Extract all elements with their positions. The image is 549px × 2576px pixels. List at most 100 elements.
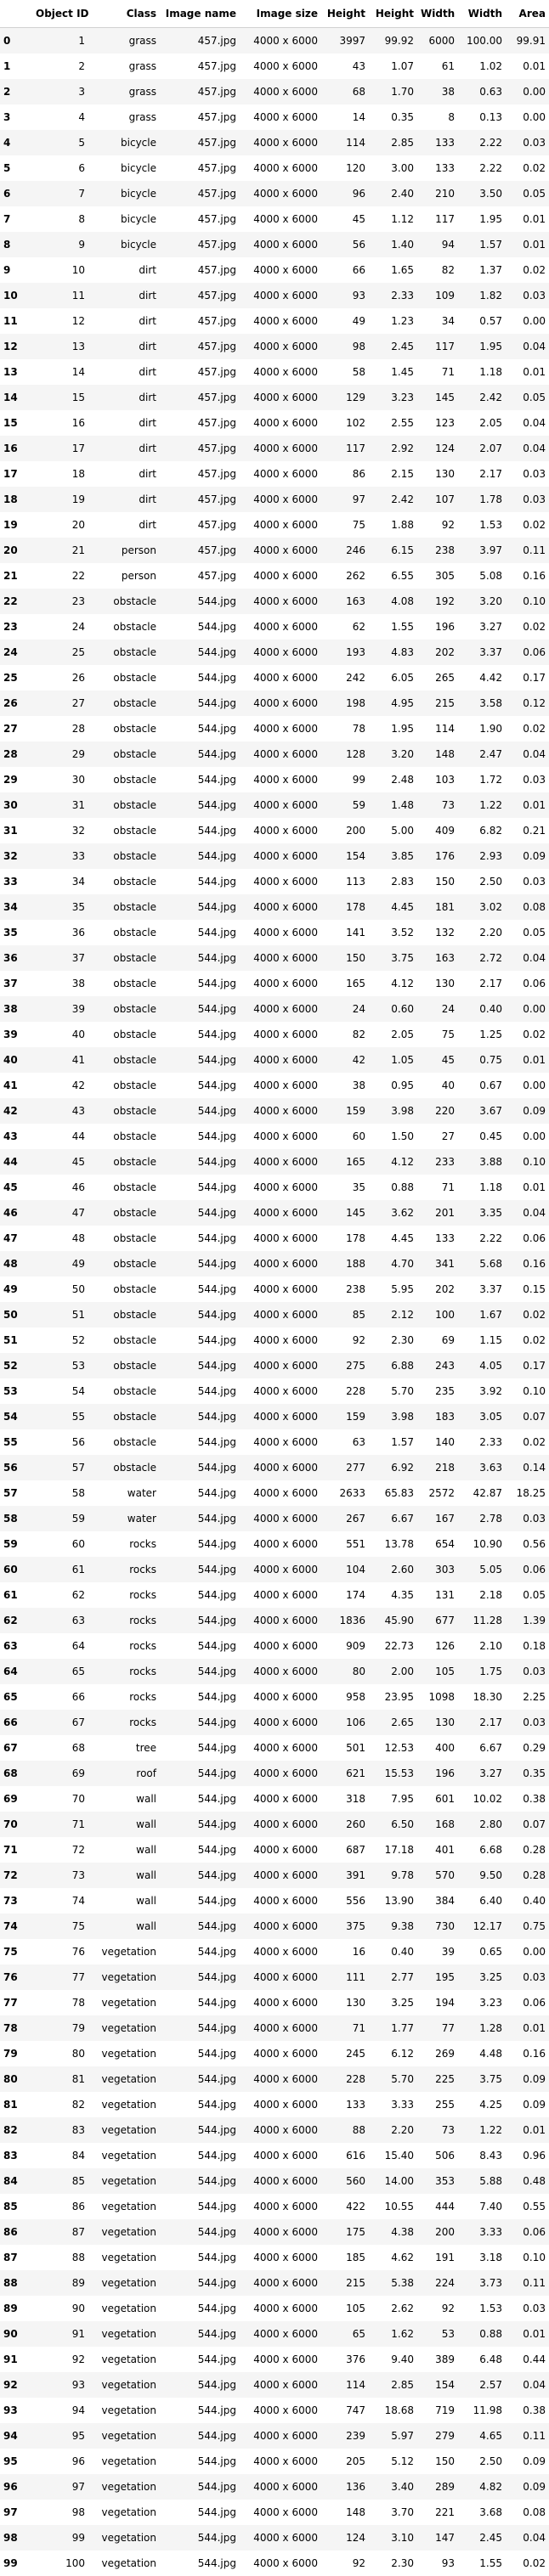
width-pct-cell: 4.25: [479, 2098, 502, 2111]
row-index: 12: [3, 340, 18, 352]
width-px-cell: 221: [435, 2506, 455, 2518]
class-cell: obstacle: [113, 1308, 156, 1321]
table-row: 15 16 dirt 457.jpg 4000 x 6000 102 2.55 123 2.05…: [0, 410, 549, 436]
object-id-cell: 96: [71, 2455, 85, 2467]
class-cell: dirt: [139, 289, 156, 302]
height-px-cell: 56: [352, 238, 365, 251]
height-px-cell: 238: [346, 1282, 365, 1295]
class-cell: obstacle: [113, 1410, 156, 1423]
height-px-cell: 85: [352, 1308, 365, 1321]
class-cell: bicycle: [121, 161, 156, 174]
width-px-cell: 150: [435, 875, 455, 888]
row-index: 11: [3, 314, 18, 327]
image-name-cell: 544.jpg: [197, 1435, 236, 1448]
image-name-cell: 544.jpg: [197, 2556, 236, 2569]
table-row: 91 92 vegetation 544.jpg 4000 x 6000 376 9.40 3…: [0, 2347, 549, 2372]
width-pct-cell: 2.20: [479, 926, 502, 939]
width-px-cell: 341: [435, 1257, 455, 1270]
height-pct-cell: 4.35: [391, 1588, 414, 1601]
image-size-cell: 4000 x 6000: [253, 416, 318, 429]
width-px-cell: 200: [435, 2225, 455, 2238]
area-cell: 0.75: [523, 1919, 546, 1932]
width-pct-cell: 1.53: [479, 518, 502, 531]
height-pct-cell: 4.12: [391, 1155, 414, 1168]
object-id-cell: 19: [71, 493, 85, 505]
area-cell: 0.28: [523, 1843, 546, 1856]
row-index: 30: [3, 798, 18, 811]
width-pct-cell: 11.28: [473, 1614, 502, 1626]
object-id-cell: 58: [71, 1486, 85, 1499]
width-pct-cell: 8.43: [479, 2149, 502, 2162]
image-name-cell: 544.jpg: [197, 671, 236, 684]
image-size-cell: 4000 x 6000: [253, 1002, 318, 1015]
row-index: 97: [3, 2506, 18, 2518]
object-id-cell: 4: [78, 110, 85, 123]
width-px-cell: 176: [435, 849, 455, 862]
table-row: 87 88 vegetation 544.jpg 4000 x 6000 185 4.62 1…: [0, 2245, 549, 2270]
image-size-cell: 4000 x 6000: [253, 2047, 318, 2060]
height-pct-cell: 5.12: [391, 2455, 414, 2467]
height-pct-cell: 45.90: [384, 1614, 414, 1626]
class-cell: dirt: [139, 493, 156, 505]
image-name-cell: 457.jpg: [197, 518, 236, 531]
object-id-cell: 35: [71, 900, 85, 913]
image-size-cell: 4000 x 6000: [253, 747, 318, 760]
height-pct-cell: 1.48: [391, 798, 414, 811]
row-index: 55: [3, 1435, 18, 1448]
class-cell: obstacle: [113, 1461, 156, 1474]
row-index: 40: [3, 1053, 18, 1066]
width-pct-cell: 18.30: [473, 1690, 502, 1703]
class-cell: vegetation: [101, 2404, 156, 2416]
class-cell: wall: [136, 1843, 156, 1856]
class-cell: vegetation: [101, 2506, 156, 2518]
width-px-cell: 191: [435, 2251, 455, 2263]
width-pct-cell: 1.78: [479, 493, 502, 505]
height-px-cell: 24: [352, 1002, 365, 1015]
image-size-cell: 4000 x 6000: [253, 1843, 318, 1856]
image-name-cell: 544.jpg: [197, 722, 236, 735]
height-pct-cell: 4.12: [391, 977, 414, 989]
table-row: 13 14 dirt 457.jpg 4000 x 6000 58 1.45 71 1.18 0.…: [0, 359, 549, 385]
area-cell: 0.16: [523, 569, 546, 582]
width-pct-cell: 3.18: [479, 2251, 502, 2263]
height-px-cell: 163: [346, 595, 365, 607]
area-cell: 0.09: [523, 2455, 546, 2467]
area-cell: 0.01: [523, 212, 546, 225]
width-pct-cell: 3.33: [479, 2225, 502, 2238]
height-px-cell: 178: [346, 1232, 365, 1244]
object-id-cell: 1: [78, 34, 85, 47]
image-name-cell: 544.jpg: [197, 1486, 236, 1499]
width-pct-cell: 3.35: [479, 1206, 502, 1219]
object-id-cell: 99: [71, 2531, 85, 2544]
width-pct-cell: 0.13: [479, 110, 502, 123]
width-pct-cell: 2.47: [479, 747, 502, 760]
area-cell: 0.09: [523, 2098, 546, 2111]
row-index: 45: [3, 1181, 18, 1193]
object-id-cell: 33: [71, 849, 85, 862]
image-size-cell: 4000 x 6000: [253, 2174, 318, 2187]
table-row: 2 3 grass 457.jpg 4000 x 6000 68 1.70 38 0.63 0.0…: [0, 78, 549, 104]
table-row: 94 95 vegetation 544.jpg 4000 x 6000 239 5.97 2…: [0, 2422, 549, 2449]
width-px-cell: 124: [435, 442, 455, 454]
table-row: 54 55 obstacle 544.jpg 4000 x 6000 159 3.98 183…: [0, 1403, 549, 1429]
table-row: 41 42 obstacle 544.jpg 4000 x 6000 38 0.95 40 0.…: [0, 1073, 549, 1098]
width-pct-cell: 1.72: [479, 773, 502, 786]
table-row: 80 81 vegetation 544.jpg 4000 x 6000 228 5.70 2…: [0, 2066, 549, 2092]
height-px-cell: 242: [346, 671, 365, 684]
object-id-cell: 76: [71, 1945, 85, 1958]
image-size-cell: 4000 x 6000: [253, 900, 318, 913]
width-pct-cell: 3.50: [479, 187, 502, 200]
image-name-cell: 457.jpg: [197, 263, 236, 276]
area-cell: 0.02: [523, 1333, 546, 1346]
table-row: 21 22 person 457.jpg 4000 x 6000 262 6.55 305 5.…: [0, 563, 549, 589]
row-index: 75: [3, 1945, 18, 1958]
height-pct-cell: 2.00: [391, 1665, 414, 1677]
height-pct-cell: 6.67: [391, 1512, 414, 1525]
class-cell: vegetation: [101, 2123, 156, 2136]
class-cell: dirt: [139, 416, 156, 429]
height-pct-cell: 2.92: [391, 442, 414, 454]
row-index: 73: [3, 1894, 18, 1907]
width-px-cell: 45: [441, 1053, 455, 1066]
table-row: 62 63 rocks 544.jpg 4000 x 6000 1836 45.90 677 1…: [0, 1607, 549, 1633]
width-px-cell: 130: [435, 977, 455, 989]
